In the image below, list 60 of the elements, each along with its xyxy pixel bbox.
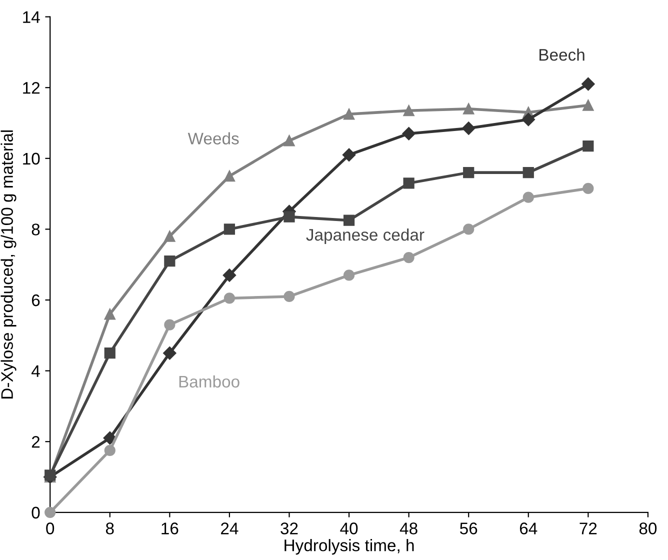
point [164, 319, 176, 330]
point [402, 127, 416, 140]
point [104, 444, 116, 456]
point [164, 230, 176, 242]
point [522, 167, 534, 178]
y-tick-label: 8 [32, 224, 40, 236]
y-tick-label: 0 [32, 506, 40, 519]
y-axis-title: D-Xylose produced, g/100 g material [0, 130, 16, 398]
x-tick-label: 56 [460, 522, 478, 534]
series-label: Weeds [188, 132, 239, 144]
x-tick-label: 32 [280, 522, 298, 534]
x-tick-label: 72 [580, 522, 597, 534]
point [104, 348, 116, 359]
point [222, 268, 236, 282]
point [463, 167, 474, 178]
x-tick-label: 0 [46, 522, 54, 534]
y-tick-label: 6 [32, 294, 40, 306]
point [582, 77, 595, 91]
point [403, 178, 414, 189]
y-tick-label: 4 [31, 365, 40, 377]
point [44, 506, 56, 518]
point [103, 431, 116, 445]
point [463, 224, 474, 235]
point [342, 148, 356, 162]
series-label: Japanese cedar [306, 228, 424, 244]
point [224, 224, 236, 235]
y-tick-label: 14 [23, 11, 40, 23]
x-tick-label: 48 [400, 522, 418, 534]
x-tick-label: 16 [162, 522, 178, 534]
point [462, 122, 476, 135]
point [343, 270, 355, 281]
point [224, 292, 236, 304]
x-tick-label: 24 [221, 522, 238, 534]
series-label: Beech [540, 48, 584, 61]
point [522, 192, 534, 203]
point [104, 308, 116, 320]
point [343, 108, 355, 120]
point [163, 346, 176, 360]
x-tick-label: 64 [520, 522, 538, 534]
point [224, 170, 236, 182]
y-tick-label: 12 [23, 82, 40, 94]
point [284, 135, 295, 146]
point [582, 100, 594, 111]
point [343, 214, 355, 226]
point [582, 140, 594, 152]
point [403, 252, 414, 264]
series-label: Bamboo [179, 375, 240, 388]
point [164, 256, 176, 267]
point [284, 290, 295, 302]
y-tick-label: 10 [23, 152, 40, 165]
x-tick-label: 8 [106, 522, 114, 534]
point [522, 112, 535, 126]
point [403, 105, 414, 116]
point [463, 103, 474, 114]
x-axis-title: Hydrolysis time, h [284, 539, 414, 555]
point [284, 211, 295, 222]
x-tick-label: 40 [340, 522, 358, 534]
y-tick-label: 2 [32, 436, 40, 448]
x-tick-label: 80 [639, 522, 657, 534]
point [582, 182, 594, 194]
